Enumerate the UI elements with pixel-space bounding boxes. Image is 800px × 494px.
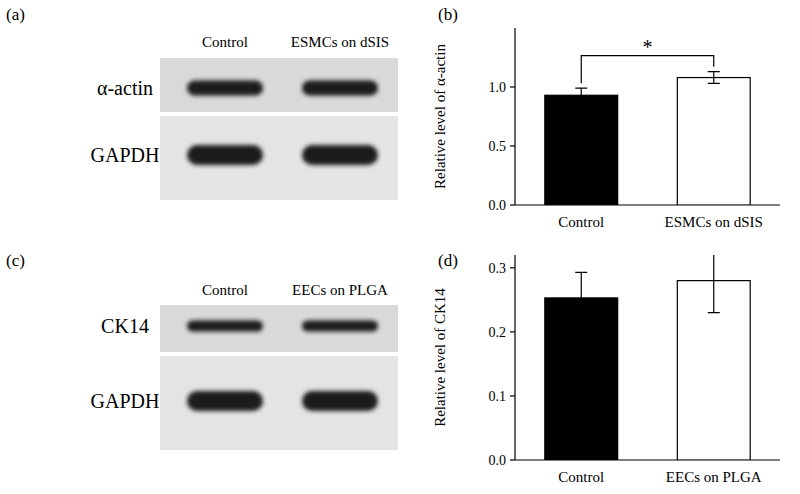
y-tick-label: 0.3: [489, 261, 507, 276]
blot-band: [302, 321, 378, 332]
panel-label: (d): [438, 251, 458, 270]
error-bar: [708, 255, 720, 313]
blot-band: [187, 321, 263, 332]
y-tick: [510, 86, 515, 87]
significance-label: *: [643, 36, 653, 58]
y-tick-label: 0.0: [489, 198, 507, 213]
blot-membrane: [160, 116, 398, 200]
panel-label: (c): [6, 251, 25, 270]
y-axis: [514, 255, 515, 460]
bar: [677, 78, 750, 205]
row-label: α-actin: [97, 77, 153, 99]
y-tick-label: 0.5: [489, 139, 507, 154]
x-tick-label: EECs on PLGA: [666, 469, 762, 485]
y-tick-label: 1.0: [489, 80, 507, 95]
y-axis-label: Relative level of CK14: [432, 288, 448, 427]
blot-membrane: [160, 305, 398, 352]
x-tick-label: ESMCs on dSIS: [665, 214, 763, 230]
lane-label: Control: [202, 282, 248, 298]
y-tick: [510, 459, 515, 460]
x-tick-label: Control: [558, 469, 604, 485]
panel-label: (b): [438, 5, 458, 24]
marks: [545, 255, 750, 460]
y-tick: [510, 331, 515, 332]
row-label: GAPDH: [91, 144, 160, 166]
figure: (a) (b) (c) (d) Control ESMCs on dSIS α-actin G…: [0, 0, 800, 494]
blot-membrane: [160, 58, 398, 112]
lane-label: Control: [202, 34, 248, 50]
bar: [545, 95, 618, 205]
blot-band: [302, 145, 378, 165]
blot-band: [187, 81, 263, 96]
y-tick-label: 0.1: [489, 389, 507, 404]
bar-chart: 0.0 0.5 1.0 Relative level of α-actin Contro…: [432, 28, 780, 230]
y-tick-label: 0.2: [489, 325, 507, 340]
row-label: CK14: [101, 315, 149, 337]
background: [0, 0, 800, 494]
y-tick: [510, 267, 515, 268]
marks: [545, 72, 750, 205]
x-tick-label: Control: [558, 214, 604, 230]
error-bar: [708, 72, 720, 84]
y-tick-label: 0.0: [489, 453, 507, 468]
y-tick: [510, 145, 515, 146]
panel-label: (a): [6, 5, 25, 24]
y-axis: [514, 28, 515, 205]
y-axis-label: Relative level of α-actin: [432, 44, 448, 189]
y-tick: [510, 204, 515, 205]
blot-band: [302, 391, 378, 411]
row-label: GAPDH: [91, 390, 160, 412]
error-bar: [575, 272, 587, 323]
error-bar: [575, 88, 587, 102]
bar-chart: 0.0 0.1 0.2 0.3 Relative level of CK14 Contro…: [432, 249, 780, 485]
blot-band: [187, 391, 263, 411]
y-tick: [510, 395, 515, 396]
blot-band: [187, 145, 263, 165]
blot-membrane: [160, 356, 398, 450]
lane-label: EECs on PLGA: [292, 282, 388, 298]
significance-bracket: [581, 56, 714, 84]
blot-band: [302, 81, 378, 96]
lane-label: ESMCs on dSIS: [291, 34, 389, 50]
